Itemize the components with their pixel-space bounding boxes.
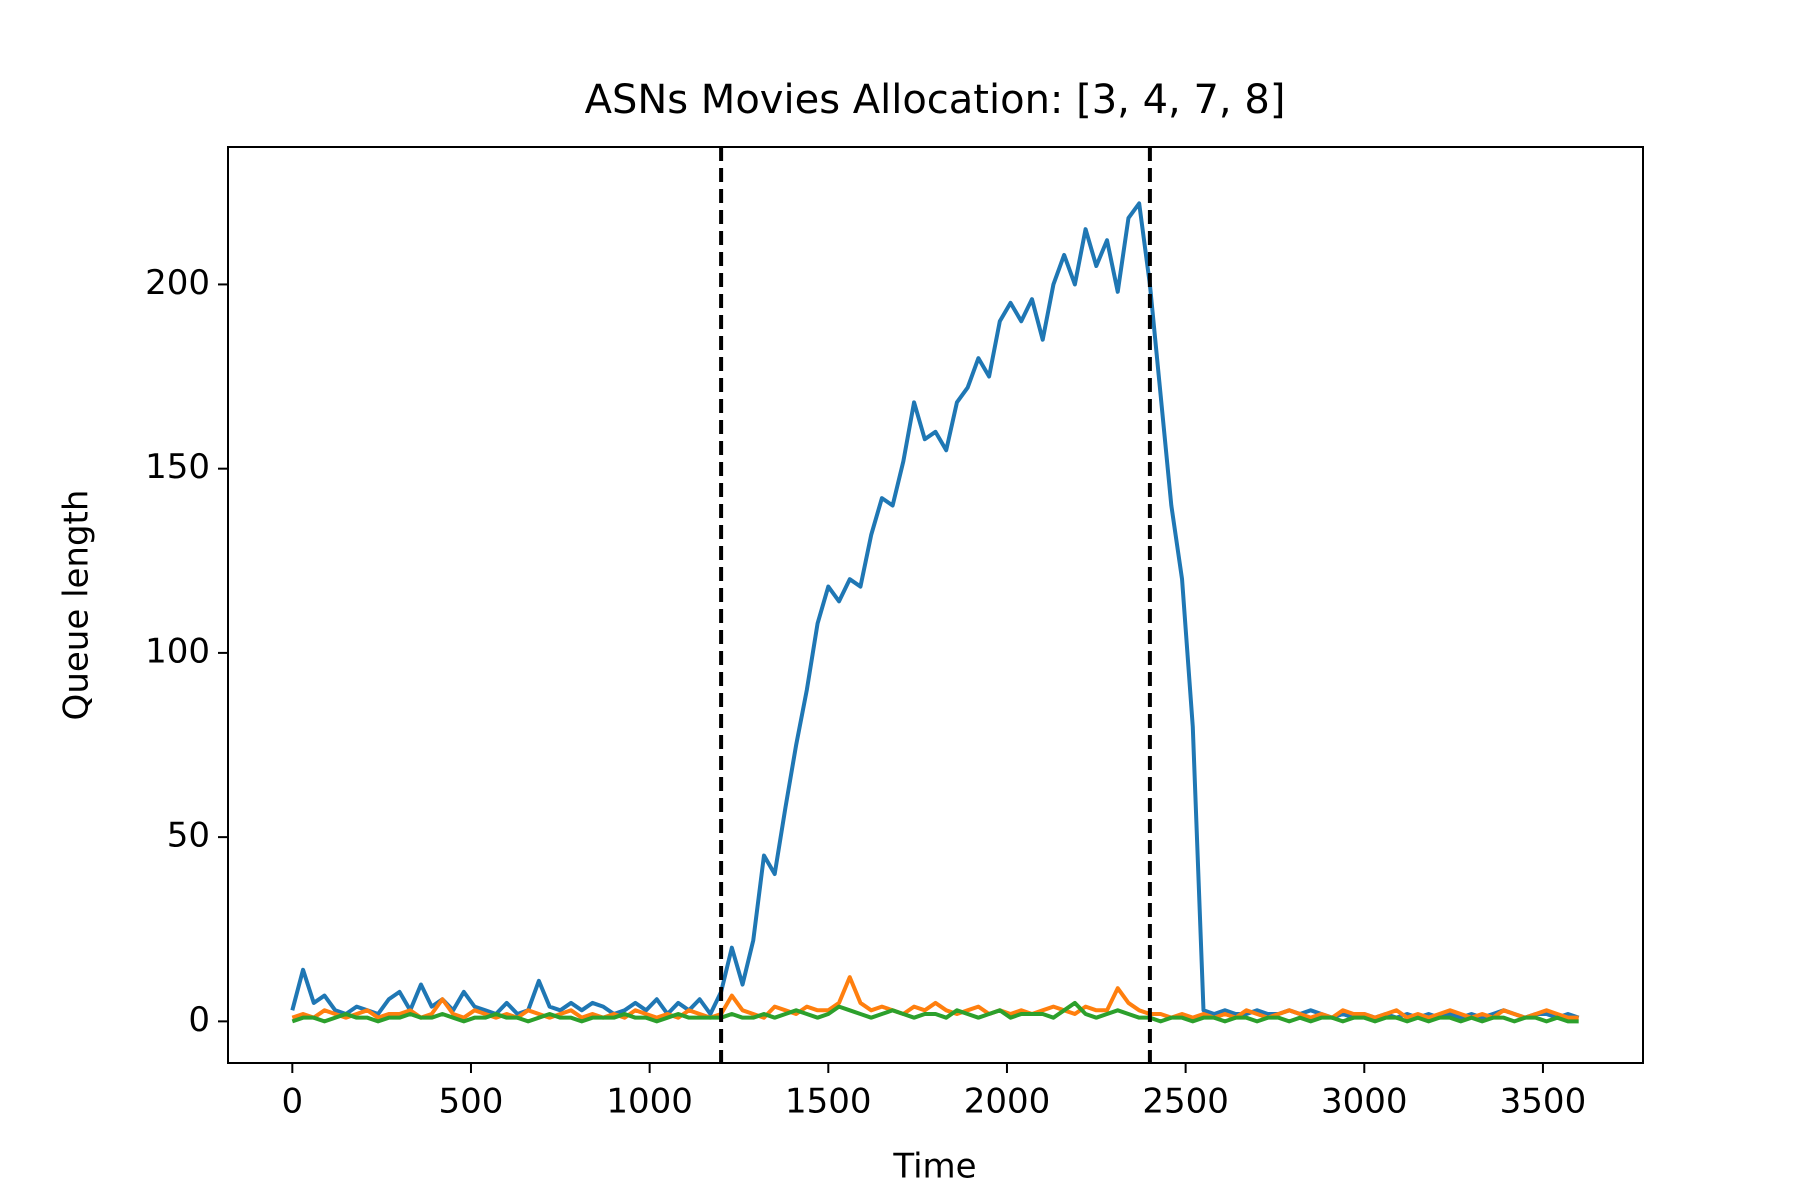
x-axis-label: Time [892,1147,976,1187]
x-tick-label: 1500 [785,1082,872,1122]
plot-frame [227,146,1644,1064]
x-tick-label: 1000 [606,1082,693,1122]
y-tick-label: 100 [145,631,210,671]
x-tick-label: 0 [281,1082,303,1122]
y-axis-label: Queue length [57,490,97,721]
series-line [291,1000,1579,1024]
y-tick-label: 200 [145,263,210,303]
y-tick-label: 0 [188,1000,210,1040]
x-tick-label: 3000 [1321,1082,1408,1122]
y-tick-label: 50 [167,816,210,856]
series-line [291,975,1579,1020]
series-line [290,201,1580,1020]
x-tick-label: 2000 [964,1082,1051,1122]
x-tick-label: 500 [439,1082,504,1122]
y-tick-label: 150 [145,447,210,487]
x-tick-label: 2500 [1142,1082,1229,1122]
chart-title: ASNs Movies Allocation: [3, 4, 7, 8] [585,77,1286,123]
x-tick-label: 3500 [1500,1082,1587,1122]
